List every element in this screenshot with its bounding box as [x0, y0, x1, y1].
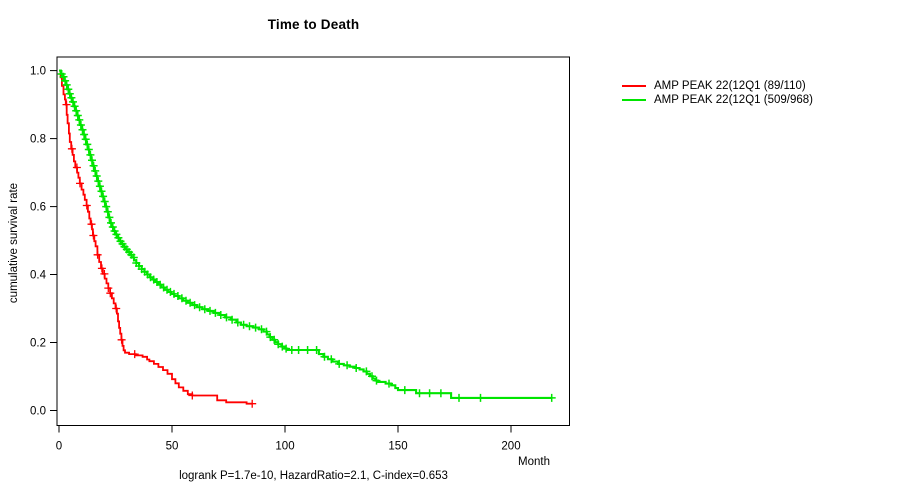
legend-item-group2: AMP PEAK 22(12Q1 (509/968): [622, 93, 813, 107]
y-tick-label: 0.6: [30, 202, 46, 214]
x-tick-label: 200: [501, 441, 520, 453]
y-tick-label: 0.0: [30, 406, 46, 418]
legend-item-group1: AMP PEAK 22(12Q1 (89/110): [622, 79, 813, 93]
y-tick-label: 1.0: [30, 66, 46, 78]
x-axis-label: Month: [518, 456, 550, 468]
x-tick-label: 0: [56, 441, 62, 453]
x-tick-label: 150: [388, 441, 407, 453]
censor-marks-group1: [62, 100, 257, 408]
y-tick-label: 0.2: [30, 338, 46, 350]
legend-label-group1: AMP PEAK 22(12Q1 (89/110): [654, 80, 806, 92]
y-tick-label: 0.8: [30, 134, 46, 146]
survival-curve-group1: [59, 69, 253, 405]
stats-annotation: logrank P=1.7e-10, HazardRatio=2.1, C-in…: [179, 470, 448, 482]
y-tick-label: 0.4: [30, 270, 47, 282]
legend-line-green-icon: [622, 99, 646, 101]
censor-marks-group2: [57, 70, 556, 402]
x-tick-label: 100: [275, 441, 294, 453]
chart-title: Time to Death: [267, 17, 360, 32]
legend: AMP PEAK 22(12Q1 (89/110) AMP PEAK 22(12…: [622, 79, 813, 107]
x-tick-label: 50: [166, 441, 179, 453]
survival-curve-group2: [59, 69, 552, 399]
plot-border: [56, 56, 570, 426]
legend-line-red-icon: [622, 85, 646, 87]
legend-label-group2: AMP PEAK 22(12Q1 (509/968): [654, 94, 813, 106]
